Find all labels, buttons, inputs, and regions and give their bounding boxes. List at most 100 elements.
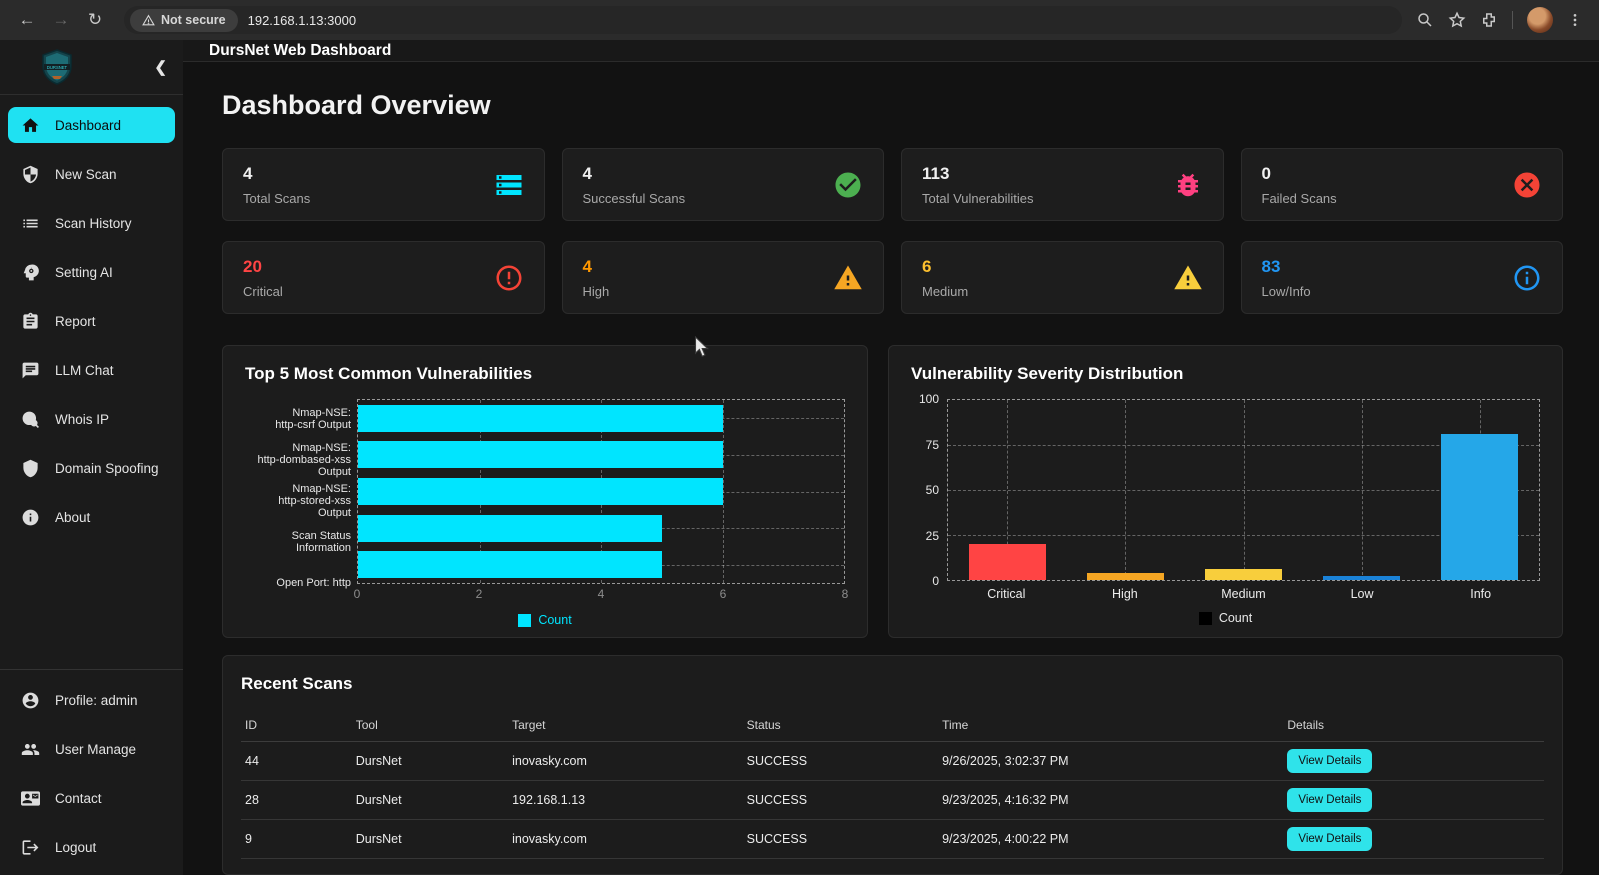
card-value: 83 [1261,256,1281,276]
col-header-status: Status [742,709,939,742]
bar-critical[interactable] [968,544,1046,580]
category-label: Scan Status Information [291,529,351,554]
bar-row [358,437,844,474]
gridline [1361,400,1363,580]
recent-scans-panel: Recent Scans ID Tool Target Status Time … [222,655,1563,875]
sidebar-item-llm-chat[interactable]: LLM Chat [8,352,175,388]
cell-time: 9/23/2025, 4:16:32 PM [938,780,1284,820]
app-title: DursNet Web Dashboard [209,41,392,59]
reload-icon[interactable]: ↻ [87,10,103,29]
x-category-label: Medium [1221,587,1266,601]
sidebar-collapse-icon[interactable]: ❮ [154,59,167,76]
back-icon[interactable]: ← [18,10,36,29]
list-icon [23,219,38,227]
bar[interactable] [358,551,662,579]
card-label: Total Vulnerabilities [922,190,1034,206]
gridline [948,490,1539,491]
card-value: 20 [243,256,262,276]
sidebar-item-logout[interactable]: Logout [8,829,175,865]
table-row: 44 DursNet inovasky.com SUCCESS 9/26/2025, 3… [241,741,1544,781]
top5-category-labels: Nmap-NSE: http-csrf Output Nmap-NSE: http-d… [245,399,357,603]
sidebar-item-label: New Scan [55,166,117,182]
sidebar-item-contact[interactable]: Contact [8,780,175,816]
x-category-label: Info [1470,587,1492,601]
address-bar[interactable]: Not secure 192.168.1.13:3000 [124,6,1402,34]
top5-vulnerabilities-panel: Top 5 Most Common Vulnerabilities Nmap-N… [222,345,868,638]
col-header-target: Target [508,709,743,742]
browser-menu-icon[interactable] [1567,12,1583,28]
check-circle-icon [835,172,861,197]
sidebar-item-label: User Manage [55,741,137,757]
sidebar-item-label: Whois IP [55,411,110,427]
card-value: 4 [243,163,253,183]
card-label: Critical [243,283,283,299]
sidebar-item-dashboard[interactable]: Dashboard [8,107,175,143]
cell-id: 9 [241,819,352,859]
gridline [948,535,1539,536]
browser-profile-avatar[interactable] [1527,7,1553,33]
forward-icon[interactable]: → [52,10,70,29]
sidebar-item-scan-history[interactable]: Scan History [8,205,175,241]
cell-details: View Details [1283,780,1544,820]
severity-legend[interactable]: Count [911,611,1540,625]
home-icon [22,117,39,132]
card-label: Total Scans [243,190,311,206]
clipboard-icon [23,312,38,329]
recent-scans-body: 44 DursNet inovasky.com SUCCESS 9/26/2025, 3… [241,741,1544,859]
logout-icon [22,839,39,855]
top5-plot [357,399,845,584]
severity-x-labels: Critical High Medium Low Info [947,587,1540,601]
sidebar-item-domain-spoofing[interactable]: Domain Spoofing [8,450,175,486]
sidebar-item-setting-ai[interactable]: Setting AI [8,254,175,290]
sidebar-item-new-scan[interactable]: New Scan [8,156,175,192]
col-header-time: Time [938,709,1284,742]
top5-legend[interactable]: Count [245,613,845,627]
y-tick-label: 25 [925,528,939,543]
recent-scans-title: Recent Scans [241,674,353,693]
y-tick-label: 75 [925,437,939,452]
sidebar-item-about[interactable]: About [8,499,175,535]
bar[interactable] [358,404,723,432]
view-details-button[interactable]: View Details [1287,788,1373,812]
sidebar-item-report[interactable]: Report [8,303,175,339]
bar-low[interactable] [1323,576,1401,580]
bar-info[interactable] [1441,434,1519,580]
account-circle-icon [22,692,39,708]
bar[interactable] [358,477,723,505]
sidebar-item-user-manage[interactable]: User Manage [8,731,175,767]
extensions-icon[interactable] [1480,11,1498,29]
dursnet-logo: DURSNET [42,49,72,85]
storage-icon [496,174,521,195]
card-value: 4 [582,256,592,276]
not-secure-badge[interactable]: Not secure [130,8,238,32]
view-details-button[interactable]: View Details [1287,827,1373,851]
cell-tool: DursNet [351,741,509,781]
contact-card-icon [21,790,40,806]
zoom-icon[interactable] [1416,11,1434,29]
cell-target: 192.168.1.13 [508,780,743,820]
sidebar-item-profile[interactable]: Profile: admin [8,682,175,718]
card-low-info: 83 Low/Info [1240,241,1563,314]
card-total-vulnerabilities: 113 Total Vulnerabilities [901,148,1224,221]
x-category-label: High [1112,587,1138,601]
info-icon [22,509,39,525]
chart-title: Vulnerability Severity Distribution [911,364,1184,383]
view-details-button[interactable]: View Details [1287,749,1373,773]
bar-medium[interactable] [1205,569,1282,580]
x-category-label: Critical [987,587,1026,601]
gridline [1007,400,1009,580]
bar[interactable] [358,514,662,542]
bar-high[interactable] [1086,572,1164,580]
severity-distribution-panel: Vulnerability Severity Distribution 0 25 5… [888,345,1563,638]
severity-plot [947,399,1540,581]
sidebar-item-label: Dashboard [55,117,122,133]
toolbar-separator [1512,11,1513,29]
bookmark-star-icon[interactable] [1448,11,1466,29]
page-title: Dashboard Overview [222,90,491,120]
sidebar-item-whois-ip[interactable]: Whois IP [8,401,175,437]
category-label: Nmap-NSE: http-dombased-xss Output [257,442,351,479]
group-icon [21,743,40,755]
severity-y-axis: 0 25 50 75 100 [911,392,947,588]
card-total-scans: 4 Total Scans [222,148,545,221]
bar[interactable] [358,441,723,469]
